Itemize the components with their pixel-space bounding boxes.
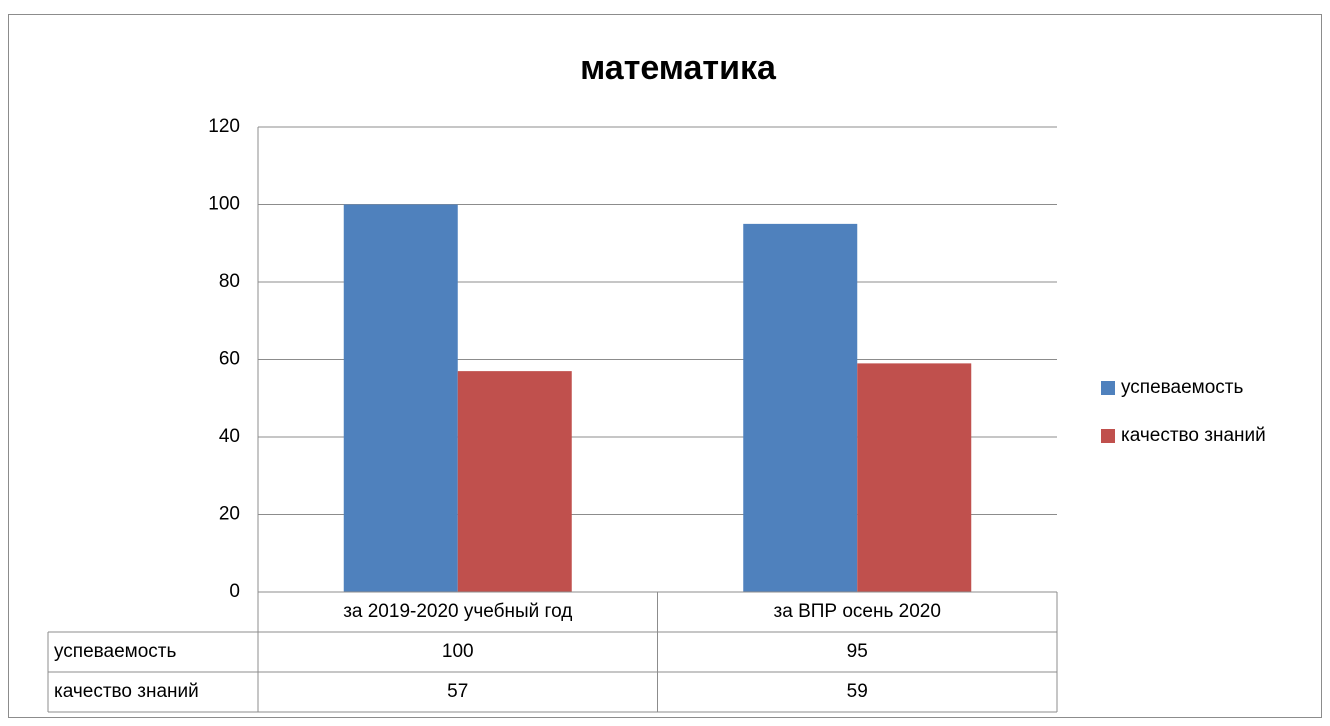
bar	[457, 371, 572, 592]
legend-label: качество знаний	[1121, 425, 1266, 446]
y-tick-label: 100	[208, 194, 240, 215]
y-tick-label: 120	[208, 116, 240, 137]
bar	[743, 223, 858, 592]
chart-border	[8, 14, 1322, 718]
table-cell: 100	[442, 641, 474, 662]
bar	[857, 363, 972, 592]
x-tick-label: за ВПР осень 2020	[774, 601, 941, 622]
table-row-label: качество знаний	[54, 681, 199, 702]
y-tick-label: 80	[219, 271, 240, 292]
legend-swatch	[1101, 381, 1115, 395]
y-tick-label: 20	[219, 504, 240, 525]
bar	[343, 204, 458, 592]
table-cell: 59	[847, 681, 868, 702]
y-tick-label: 60	[219, 349, 240, 370]
table-row-label: успеваемость	[54, 641, 176, 662]
table-cell: 95	[847, 641, 868, 662]
legend-swatch	[1101, 429, 1115, 443]
legend-label: успеваемость	[1121, 377, 1243, 398]
chart-title: математика	[580, 49, 777, 87]
y-tick-label: 40	[219, 426, 240, 447]
x-tick-label: за 2019-2020 учебный год	[343, 601, 572, 622]
y-tick-label: 0	[229, 581, 240, 602]
table-cell: 57	[447, 681, 468, 702]
